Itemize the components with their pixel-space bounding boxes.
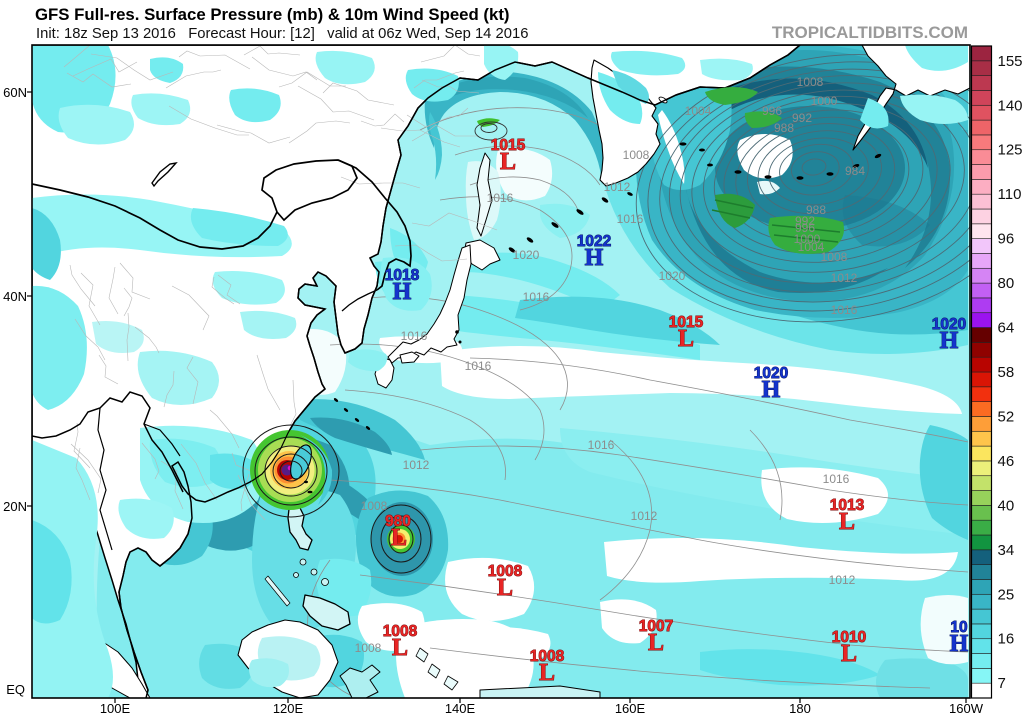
svg-text:40N: 40N <box>3 289 27 304</box>
svg-text:1013: 1013 <box>830 497 865 514</box>
svg-text:1016: 1016 <box>401 329 428 343</box>
svg-text:1020: 1020 <box>659 269 686 283</box>
svg-text:125: 125 <box>998 142 1023 159</box>
svg-text:H: H <box>585 245 604 271</box>
svg-text:140: 140 <box>998 97 1023 114</box>
svg-text:1008: 1008 <box>821 250 848 264</box>
svg-text:EQ: EQ <box>6 682 25 697</box>
svg-text:1004: 1004 <box>685 104 712 118</box>
svg-text:180: 180 <box>789 701 811 716</box>
svg-text:1008: 1008 <box>488 563 523 580</box>
svg-text:L: L <box>839 509 855 535</box>
svg-text:100E: 100E <box>100 701 131 716</box>
svg-text:996: 996 <box>762 104 782 118</box>
svg-text:L: L <box>678 326 694 352</box>
svg-text:1020: 1020 <box>932 316 966 333</box>
svg-text:H: H <box>762 377 781 403</box>
svg-text:1020: 1020 <box>513 248 540 262</box>
svg-text:980: 980 <box>385 513 411 530</box>
svg-text:1016: 1016 <box>823 472 850 486</box>
svg-text:GFS Full-res. Surface Pressure: GFS Full-res. Surface Pressure (mb) & 10… <box>35 5 510 24</box>
svg-text:120E: 120E <box>273 701 304 716</box>
svg-text:984: 984 <box>845 164 865 178</box>
svg-text:1016: 1016 <box>588 438 615 452</box>
svg-text:Init: 18z Sep 13 2016 Foreca: Init: 18z Sep 13 2016 Forecast Hour: [12… <box>36 26 528 42</box>
svg-text:1012: 1012 <box>604 180 631 194</box>
svg-text:L: L <box>500 149 516 175</box>
svg-text:1008: 1008 <box>383 623 418 640</box>
svg-text:160E: 160E <box>615 701 646 716</box>
svg-text:988: 988 <box>806 203 826 217</box>
svg-text:988: 988 <box>774 121 794 135</box>
svg-text:1020: 1020 <box>754 365 788 382</box>
svg-text:1008: 1008 <box>355 641 382 655</box>
svg-text:1016: 1016 <box>465 359 492 373</box>
svg-text:34: 34 <box>998 542 1015 559</box>
svg-text:16: 16 <box>998 631 1015 648</box>
svg-text:L: L <box>392 635 408 661</box>
svg-text:H: H <box>940 328 959 354</box>
svg-text:1008: 1008 <box>361 499 388 513</box>
svg-text:1015: 1015 <box>491 137 526 154</box>
svg-text:160W: 160W <box>949 701 984 716</box>
svg-text:58: 58 <box>998 364 1015 381</box>
svg-text:1018: 1018 <box>385 267 420 284</box>
svg-text:1007: 1007 <box>639 618 673 635</box>
svg-text:1016: 1016 <box>831 303 858 317</box>
svg-text:1008: 1008 <box>530 648 565 665</box>
svg-text:1016: 1016 <box>523 290 550 304</box>
svg-text:60N: 60N <box>3 85 27 100</box>
svg-text:992: 992 <box>792 111 812 125</box>
svg-text:1000: 1000 <box>811 94 838 108</box>
svg-text:1012: 1012 <box>403 458 430 472</box>
svg-text:L: L <box>391 525 407 551</box>
svg-text:80: 80 <box>998 275 1015 292</box>
svg-text:64: 64 <box>998 320 1015 337</box>
svg-text:1000: 1000 <box>794 232 821 246</box>
svg-text:L: L <box>497 575 513 601</box>
svg-text:992: 992 <box>795 214 815 228</box>
svg-text:20N: 20N <box>3 499 27 514</box>
svg-text:40: 40 <box>998 497 1015 514</box>
svg-text:H: H <box>950 631 969 657</box>
svg-text:1016: 1016 <box>487 191 514 205</box>
svg-text:7: 7 <box>998 675 1006 692</box>
svg-text:1010: 1010 <box>832 629 866 646</box>
svg-text:110: 110 <box>998 186 1022 203</box>
svg-text:1012: 1012 <box>829 573 856 587</box>
svg-text:H: H <box>393 279 412 305</box>
svg-text:155: 155 <box>998 53 1023 70</box>
svg-text:L: L <box>539 660 555 686</box>
svg-text:L: L <box>841 641 857 667</box>
svg-text:1015: 1015 <box>669 314 704 331</box>
svg-text:1008: 1008 <box>797 75 824 89</box>
svg-text:46: 46 <box>998 453 1015 470</box>
svg-text:140E: 140E <box>445 701 476 716</box>
svg-text:L: L <box>648 630 664 656</box>
svg-text:10: 10 <box>950 619 967 636</box>
svg-text:996: 996 <box>795 221 815 235</box>
svg-text:1012: 1012 <box>631 509 658 523</box>
svg-text:1012: 1012 <box>831 271 858 285</box>
svg-text:52: 52 <box>998 409 1015 426</box>
svg-text:1004: 1004 <box>798 240 825 254</box>
svg-text:1008: 1008 <box>623 148 650 162</box>
svg-text:1016: 1016 <box>617 212 644 226</box>
svg-text:25: 25 <box>998 586 1015 603</box>
svg-text:TROPICALTIDBITS.COM: TROPICALTIDBITS.COM <box>772 23 968 42</box>
svg-text:96: 96 <box>998 231 1015 248</box>
svg-text:1022: 1022 <box>577 233 611 250</box>
